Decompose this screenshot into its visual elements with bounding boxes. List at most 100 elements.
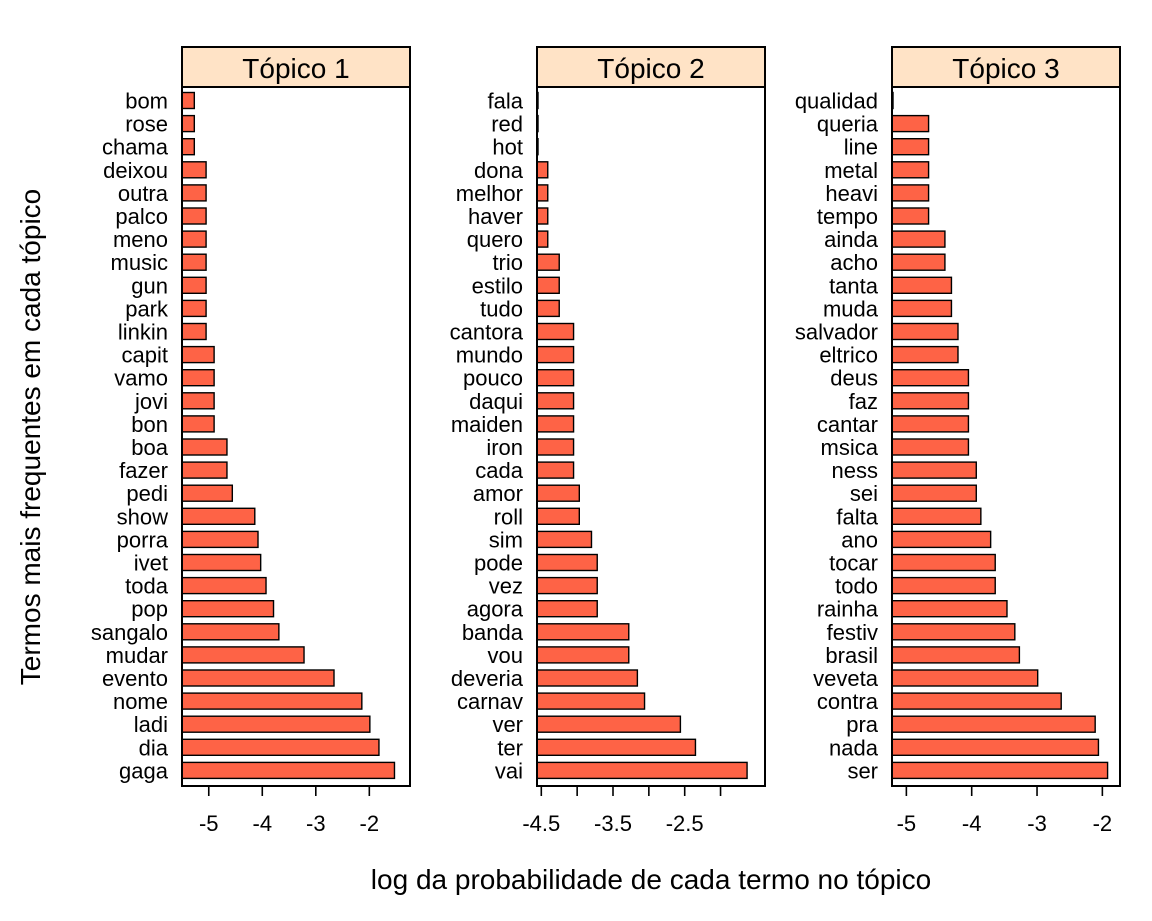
term-label: bon [131,412,168,437]
bar [891,322,959,341]
bar [891,345,959,364]
bar [536,692,646,710]
panel-title: Tópico 1 [242,53,349,84]
bar [181,207,207,225]
x-tick-label: -5 [897,811,917,836]
term-label: eltrico [819,343,878,368]
term-label: park [125,296,169,321]
term-label: line [844,135,878,160]
bar [181,692,363,710]
panel-title: Tópico 3 [952,53,1059,84]
bar [181,600,275,618]
bar [181,91,196,110]
term-label: deixou [103,158,168,183]
term-label: brasil [825,643,878,668]
bar [181,623,280,641]
term-label: ainda [824,227,879,252]
bar [181,299,207,318]
term-label: faz [849,389,878,414]
term-label: vai [495,758,523,783]
y-axis-title: Termos mais frequentes em cada tópico [15,189,46,685]
term-label: dona [474,158,524,183]
bar [181,530,259,549]
term-label: vou [488,643,523,668]
term-label: sim [489,527,523,552]
term-label: capit [122,343,168,368]
panel-1: Tópico 1 bomrosechamadeixououtrapalcomeno… [91,46,411,836]
bar [536,507,581,525]
term-label: cantora [450,320,524,345]
term-label: cantar [817,412,878,437]
term-label: haver [468,204,523,229]
bar [891,461,977,479]
term-label: ladi [134,712,168,737]
x-tick-label: -3.5 [594,811,632,836]
bar [891,576,996,595]
bar [891,530,992,549]
bar [536,299,560,318]
term-label: fazer [119,458,168,483]
term-label: tudo [480,296,523,321]
term-label: evento [102,666,168,691]
bar [891,738,1100,756]
bar [181,114,196,133]
term-label: queria [817,112,879,137]
term-label: heavi [825,181,878,206]
x-axis-title: log da probabilidade de cada termo no tó… [371,864,931,895]
panel-frame [536,86,766,787]
term-label: deveria [451,666,524,691]
bar [536,392,575,410]
bar [891,184,930,202]
bar [536,438,575,456]
term-label: rainha [817,597,879,622]
term-label: iron [486,435,523,460]
term-label: gaga [119,758,169,783]
bar [536,669,639,687]
term-label: metal [824,158,878,183]
term-label: mudar [106,643,168,668]
term-label: palco [115,204,168,229]
bar [891,646,1021,664]
bar [181,715,371,733]
bar [536,715,682,733]
bar [536,415,575,433]
term-label: ver [492,712,523,737]
term-label: outra [118,181,169,206]
bar [891,276,953,294]
term-label: meno [113,227,168,252]
term-label: boa [131,435,168,460]
term-label: agora [467,597,524,622]
bar [181,161,207,179]
bar [536,345,575,364]
panel-title: Tópico 2 [597,53,704,84]
bar [181,253,207,271]
bar [181,184,207,202]
x-tick-label: -2 [1093,811,1113,836]
bar [536,253,560,271]
term-label: tocar [829,551,878,576]
term-label: rose [125,112,168,137]
term-label: veveta [813,666,879,691]
term-label: gun [131,273,168,298]
bar [536,230,549,248]
x-tick-label: -4 [962,811,982,836]
bar [181,576,267,595]
term-label: ter [497,735,523,760]
bar [181,392,215,410]
term-label: muda [823,296,879,321]
term-label: acho [830,250,878,275]
panel-3: Tópico 3 qualidadquerialinemetalheavitemp… [795,46,1121,836]
bar [891,507,982,525]
bar [536,646,630,664]
bar [891,299,953,318]
bar [536,322,575,341]
term-label: maiden [451,412,523,437]
term-label: tanta [829,273,879,298]
term-label: pouco [463,366,523,391]
bar [891,484,977,502]
bar [536,369,575,387]
bar [891,415,970,433]
term-label: contra [817,689,879,714]
term-label: melhor [456,181,523,206]
